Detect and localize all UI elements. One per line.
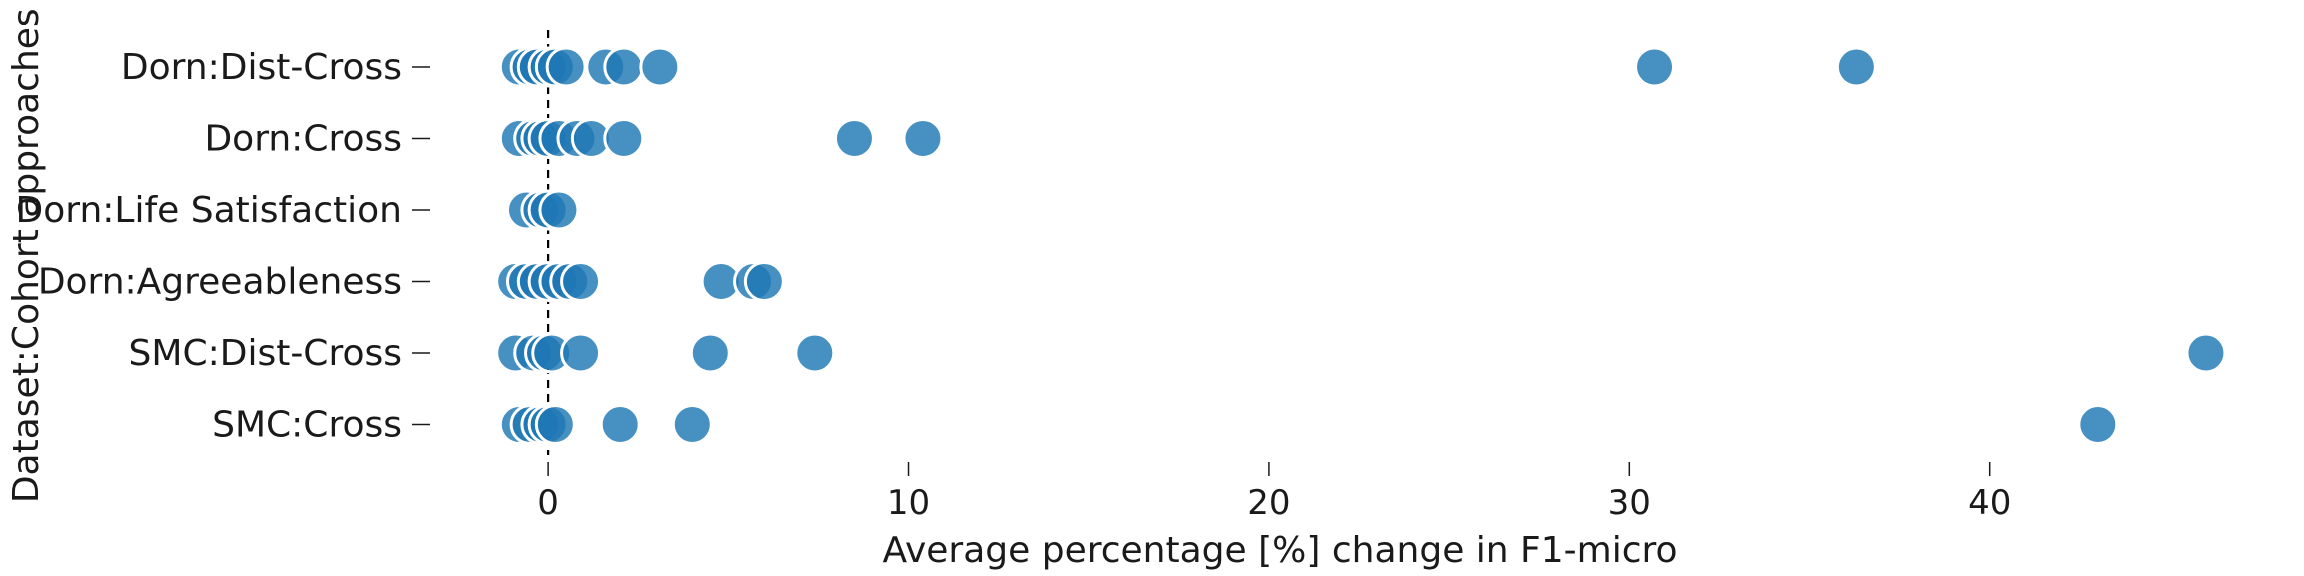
y-axis-label: Dataset:Cohort approaches (6, 8, 47, 503)
data-point (833, 118, 875, 159)
data-point (639, 46, 681, 88)
data-point (599, 404, 641, 445)
category-label: SMC:Dist-Cross (129, 333, 402, 374)
category-label: Dorn:Life Satisfaction (16, 190, 402, 231)
category-label: Dorn:Agreeableness (38, 262, 402, 303)
x-tick-label: 30 (1608, 483, 1651, 523)
x-axis: 0 10 20 30 40 (537, 462, 2011, 523)
data-point (743, 261, 785, 302)
x-axis-label: Average percentage [%] change in F1-micr… (882, 530, 1677, 571)
x-tick-label: 40 (1968, 483, 2011, 523)
data-point (1634, 46, 1676, 88)
data-point (2185, 332, 2227, 374)
category-label: SMC:Cross (212, 405, 402, 446)
data-point (534, 404, 576, 445)
data-point (545, 46, 587, 88)
data-points (495, 46, 2227, 445)
data-point (671, 404, 713, 445)
data-point (794, 332, 836, 374)
category-label: Dorn:Cross (204, 119, 402, 160)
category-axis: Dorn:Dist-Cross Dorn:Cross Dorn:Life Satis… (16, 47, 430, 446)
x-tick-label: 20 (1247, 483, 1290, 523)
x-tick-label: 0 (537, 483, 559, 523)
data-point (902, 118, 944, 159)
data-point (689, 332, 731, 374)
data-point (2077, 404, 2119, 445)
data-point (538, 189, 580, 231)
data-point (560, 332, 602, 374)
data-point (603, 46, 645, 88)
data-point (1835, 46, 1877, 88)
x-tick-label: 10 (887, 483, 930, 523)
data-point (603, 118, 645, 159)
data-point (560, 261, 602, 302)
category-label: Dorn:Dist-Cross (121, 47, 402, 88)
